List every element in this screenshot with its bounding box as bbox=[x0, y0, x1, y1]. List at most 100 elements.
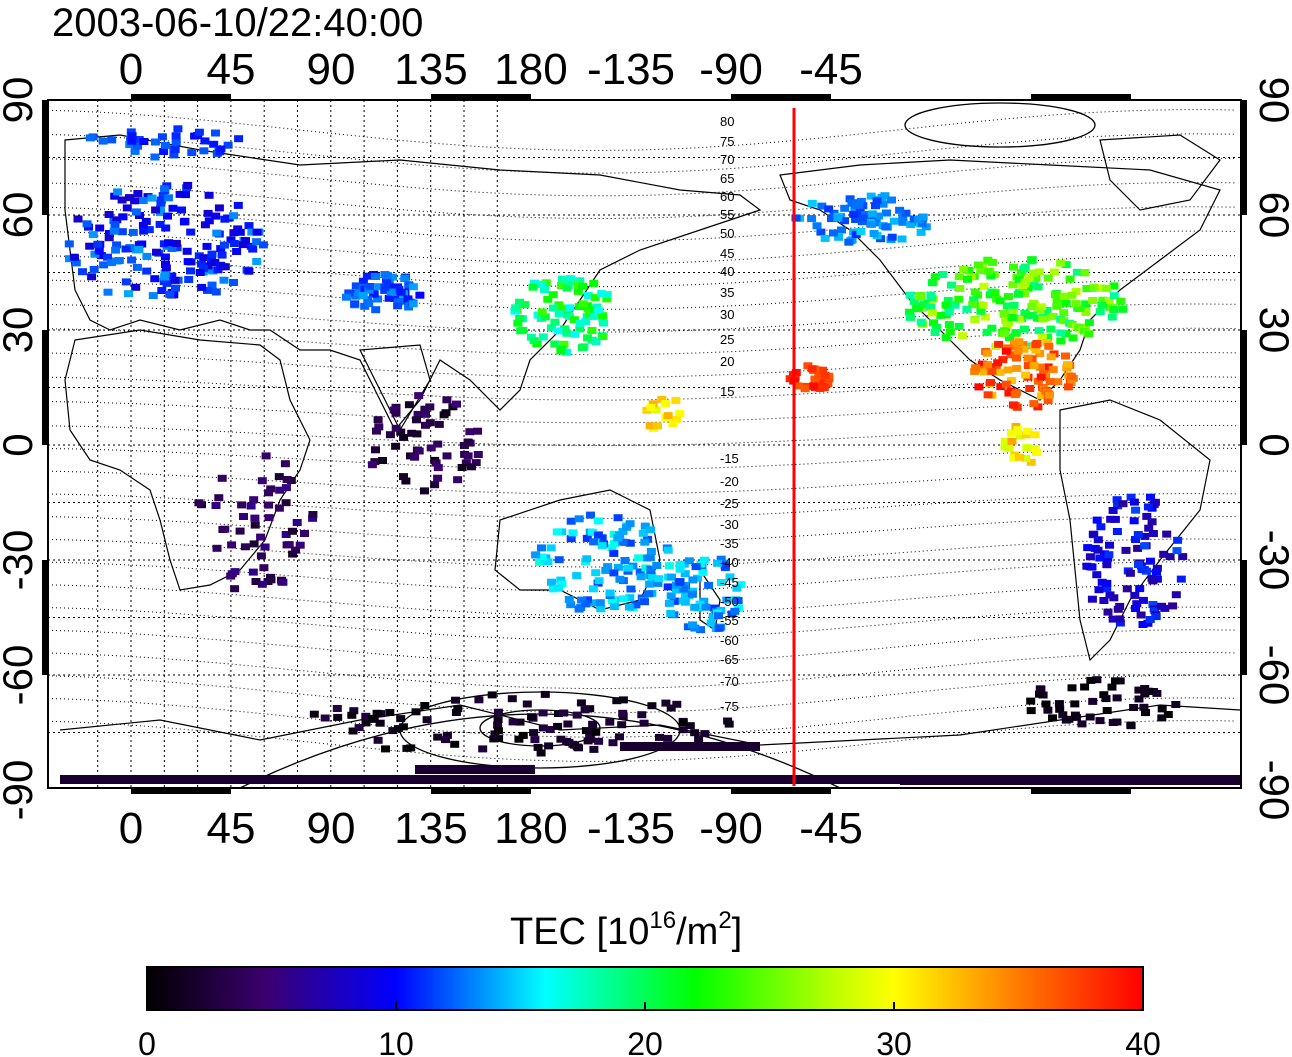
tec-point bbox=[170, 276, 180, 284]
tec-point bbox=[564, 596, 574, 603]
tec-point bbox=[138, 221, 148, 229]
tec-point bbox=[1024, 274, 1034, 282]
tec-point bbox=[1021, 371, 1031, 379]
tec-point bbox=[964, 266, 974, 274]
tec-point bbox=[226, 572, 236, 580]
tec-point bbox=[393, 302, 403, 310]
tec-point bbox=[257, 477, 267, 485]
tec-point bbox=[566, 535, 576, 543]
tec-point bbox=[613, 563, 623, 571]
tec-point bbox=[207, 281, 217, 289]
longitude-tick-label: -90 bbox=[699, 804, 763, 853]
africa-coast bbox=[64, 329, 311, 591]
tec-point bbox=[1088, 530, 1098, 538]
tec-point bbox=[202, 242, 212, 250]
tec-point bbox=[1088, 297, 1098, 304]
tec-point bbox=[126, 128, 136, 136]
contour-label: -75 bbox=[720, 699, 739, 714]
tec-point bbox=[856, 228, 866, 235]
tec-point bbox=[378, 457, 387, 464]
tec-point bbox=[1065, 275, 1075, 283]
tec-point bbox=[420, 487, 429, 495]
tec-point bbox=[121, 245, 131, 253]
tec-point bbox=[404, 401, 414, 409]
tec-point bbox=[388, 727, 398, 735]
tec-point bbox=[800, 385, 810, 393]
tec-point bbox=[714, 612, 724, 620]
tec-point bbox=[528, 283, 538, 291]
tec-point bbox=[489, 735, 499, 743]
tec-point bbox=[866, 214, 876, 222]
latitude-tick-label: -90 bbox=[0, 760, 41, 821]
tec-point bbox=[874, 212, 883, 220]
tec-point bbox=[227, 541, 237, 549]
tec-point bbox=[442, 731, 452, 739]
tec-point bbox=[872, 197, 882, 205]
tec-point bbox=[451, 709, 461, 716]
tec-point bbox=[121, 278, 131, 286]
tec-point bbox=[973, 261, 983, 269]
contour-label: 20 bbox=[720, 354, 734, 369]
tec-point bbox=[433, 440, 443, 448]
tec-point bbox=[1007, 437, 1017, 445]
tec-point bbox=[1101, 695, 1111, 703]
tec-point bbox=[150, 275, 160, 283]
tec-point bbox=[1038, 315, 1048, 323]
tec-point bbox=[537, 281, 547, 288]
tec-point bbox=[256, 533, 266, 541]
tec-point bbox=[1015, 315, 1025, 323]
tec-point bbox=[543, 295, 553, 303]
tec-point bbox=[638, 529, 648, 537]
tec-point bbox=[1162, 530, 1172, 538]
tec-point bbox=[218, 526, 228, 533]
tec-point bbox=[1112, 694, 1122, 702]
tec-point bbox=[134, 246, 144, 253]
tec-point bbox=[230, 585, 240, 593]
tec-point bbox=[252, 258, 262, 265]
tec-point bbox=[1013, 428, 1023, 436]
tec-point bbox=[358, 292, 368, 299]
tec-point bbox=[284, 541, 294, 549]
tec-point bbox=[85, 242, 95, 250]
tec-point bbox=[560, 325, 569, 333]
tec-point bbox=[1122, 585, 1132, 593]
tec-point bbox=[211, 288, 221, 296]
tec-point bbox=[538, 333, 548, 341]
tec-point bbox=[547, 578, 556, 586]
tec-point bbox=[1043, 706, 1053, 714]
tec-point bbox=[1096, 523, 1106, 531]
tec-point bbox=[652, 562, 662, 569]
tec-point bbox=[537, 553, 547, 561]
tec-point bbox=[1130, 591, 1140, 599]
tec-point bbox=[155, 220, 165, 228]
tec-point bbox=[591, 338, 601, 346]
tec-point bbox=[132, 263, 142, 271]
contour-label: -55 bbox=[720, 613, 739, 628]
tec-point bbox=[691, 563, 701, 571]
tec-point bbox=[216, 145, 226, 153]
tec-point bbox=[106, 259, 116, 267]
tec-point bbox=[1171, 591, 1181, 599]
colorbar-title-sup1: 16 bbox=[649, 907, 676, 934]
tec-point bbox=[133, 142, 143, 150]
tec-point bbox=[333, 713, 343, 721]
tec-point bbox=[320, 714, 330, 722]
tec-point bbox=[645, 580, 655, 588]
colorbar-title-sup2: 2 bbox=[718, 907, 731, 934]
tec-point bbox=[406, 744, 416, 752]
contour-label: 65 bbox=[720, 171, 734, 186]
colorbar-ticks: 0 10 20 30 40 bbox=[138, 1002, 1161, 1057]
tec-point bbox=[552, 528, 562, 536]
tec-point bbox=[171, 132, 181, 140]
colorbar-title-mid: /m bbox=[676, 911, 718, 953]
tec-point bbox=[898, 218, 908, 226]
tec-point bbox=[1095, 717, 1105, 725]
tec-point bbox=[986, 272, 996, 280]
tec-point bbox=[1066, 378, 1076, 386]
tec-point bbox=[364, 300, 374, 307]
tec-point bbox=[1150, 498, 1160, 506]
tec-point bbox=[550, 318, 560, 326]
tec-point bbox=[350, 300, 360, 308]
tec-point bbox=[1084, 330, 1094, 338]
tec-point bbox=[657, 395, 667, 403]
